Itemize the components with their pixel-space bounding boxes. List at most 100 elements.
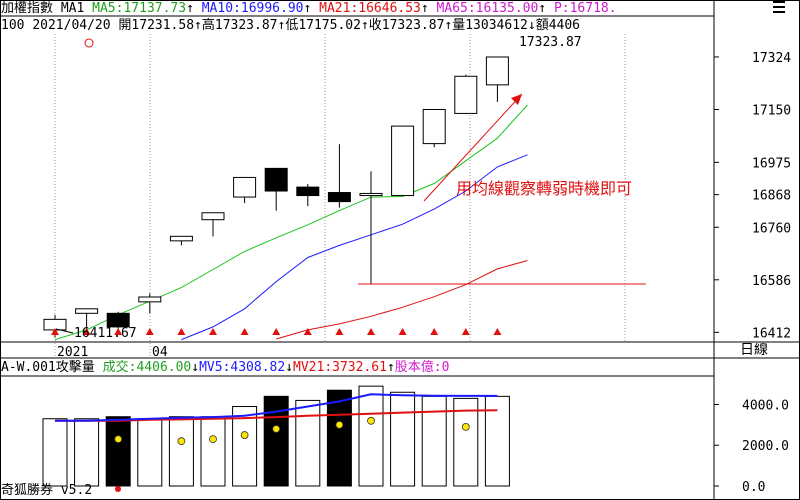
volume-bar	[390, 391, 416, 487]
volume-dot	[240, 431, 249, 439]
signal-marker	[461, 328, 470, 335]
qty-value: 量13034612	[452, 18, 528, 33]
signal-marker	[240, 328, 249, 335]
app-version: v5.2	[60, 483, 93, 498]
volume-dot	[114, 435, 123, 444]
candle-body	[201, 212, 225, 221]
trend-arrow-line	[423, 93, 523, 202]
high-label: 17323.87	[519, 35, 582, 50]
y-tick-label: 16412	[752, 326, 791, 341]
signal-marker	[493, 328, 502, 335]
candle-body	[327, 192, 351, 203]
signal-marker	[335, 328, 344, 335]
candle-body	[391, 125, 415, 197]
strategy-note: 用均線觀察轉弱時機即可	[456, 179, 632, 198]
volume-panel	[42, 385, 510, 492]
candle-body	[169, 235, 193, 242]
signal-marker	[367, 328, 375, 335]
index-title: 加權指數	[1, 1, 54, 16]
high-value: 高17323.87	[201, 18, 278, 33]
close-value: 收17323.87	[368, 18, 445, 33]
signal-marker	[303, 328, 312, 335]
vol-prefix: A-W.001	[1, 360, 56, 375]
volume-dot	[177, 437, 186, 446]
volume-bar	[453, 397, 479, 487]
y-axis: 17324 17150 16975 16868 16760 16586 16412 4000.…	[714, 51, 791, 495]
unit-value: 股本億:0	[394, 360, 450, 375]
ma-lines	[54, 104, 528, 341]
volume-dot	[461, 423, 470, 431]
y-tick-label: 16868	[752, 189, 791, 204]
signal-marker	[82, 328, 91, 335]
low-value: 低17175.02	[285, 18, 361, 33]
volume-dot	[209, 435, 217, 444]
mv21-value: MV21:3732.61	[293, 360, 387, 375]
y-tick-label: 17150	[752, 103, 791, 118]
date-value: 2021/04/20	[32, 18, 111, 33]
ma5-line	[54, 104, 528, 341]
volume-bar	[42, 418, 68, 487]
vol-value: 成交:4406.00	[102, 360, 192, 375]
ma10-line	[181, 154, 528, 341]
y-tick-label: 17324	[752, 51, 791, 66]
signal-marker	[398, 328, 407, 335]
annotations: 16411.67 17323.87 用均線觀察轉弱時機即可	[55, 35, 646, 341]
vol-y-tick-label: 0.0	[742, 480, 765, 495]
status-dot	[115, 486, 121, 492]
candle-body	[422, 108, 446, 145]
trend-arrow-head	[511, 94, 522, 105]
candle-body	[296, 186, 320, 197]
indicator-circle	[84, 38, 94, 48]
footer: 奇狐勝券 v5.2	[1, 483, 92, 498]
candle-body	[485, 56, 509, 86]
volume-bar	[326, 389, 352, 487]
volume-bar	[295, 399, 321, 487]
amount-value: 額4406	[535, 18, 580, 33]
ma65-value: MA65:16135.00	[436, 1, 539, 16]
signal-marker	[114, 328, 123, 335]
volume-bar	[105, 416, 131, 487]
volume-dot	[335, 420, 344, 429]
period-label[interactable]: 日線	[740, 343, 768, 358]
ma10-value: MA10:16996.90	[201, 1, 304, 16]
signal-marker	[51, 328, 59, 335]
candle-body	[359, 192, 383, 197]
low-label-leader	[55, 328, 74, 334]
app-name: 奇狐勝券	[1, 483, 54, 498]
volume-bar	[137, 418, 163, 487]
volume-bar	[200, 416, 226, 487]
vol-title: 攻擊量	[55, 360, 95, 375]
y-tick-label: 16586	[752, 274, 791, 289]
markers	[51, 328, 502, 335]
candle-body	[106, 312, 130, 328]
x-tick-label: 2021	[57, 345, 88, 360]
candle-body	[233, 176, 257, 198]
signal-marker	[272, 328, 281, 335]
p-value: P:16718.	[553, 1, 617, 16]
ma21-line	[276, 260, 528, 340]
signal-marker	[430, 328, 439, 335]
header-row-2: 100 2021/04/20 開17231.58↑高17323.87↑低1717…	[1, 18, 580, 33]
volume-bar	[421, 395, 447, 487]
signal-marker	[177, 328, 186, 335]
ma21-value: MA21:16646.53	[319, 1, 421, 16]
volume-bar	[358, 385, 384, 487]
volume-bar	[232, 406, 258, 487]
vol-y-tick-label: 4000.0	[742, 398, 789, 413]
y-tick-label: 16975	[752, 156, 791, 171]
volume-dot	[367, 416, 375, 425]
vol-y-tick-label: 2000.0	[742, 439, 789, 454]
y-tick-label: 16760	[752, 221, 791, 236]
candle-body	[264, 167, 288, 192]
x-tick-label: 04	[152, 345, 168, 360]
volume-header: A-W.001攻擊量 成交:4406.00↓MV5:4308.82↓MV21:3…	[1, 360, 450, 375]
volume-dot	[272, 425, 281, 433]
mv5-line	[55, 393, 498, 422]
candle-body	[454, 75, 478, 114]
menu-icon[interactable]	[770, 0, 788, 14]
ma-tag: MA1	[60, 1, 85, 16]
signal-marker	[209, 328, 217, 335]
ma5-value: MA5:17137.73	[92, 1, 187, 16]
low-label: 16411.67	[74, 326, 137, 341]
